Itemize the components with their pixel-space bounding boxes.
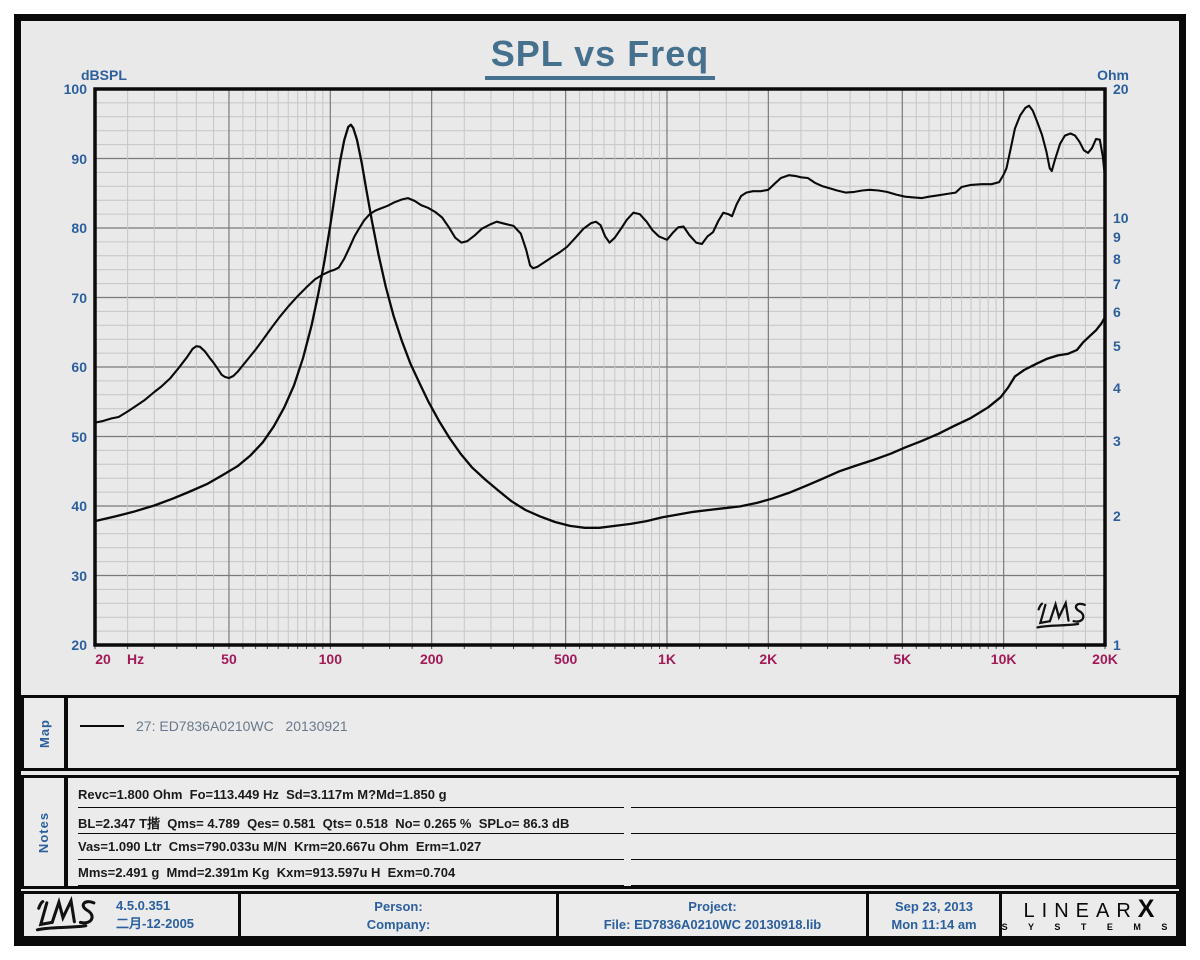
x-axis-tick-label: 50 [221,651,237,667]
left-axis-tick-label: 70 [71,289,87,306]
x-axis-hz-label: Hz [127,651,145,667]
linearx-x: X [1137,894,1155,923]
right-axis-tick-label: 3 [1113,433,1121,450]
x-axis-tick-label: 5K [893,651,912,667]
x-axis-tick-label: 2K [759,651,778,667]
footer-app-cell: 4.5.0.351 二月-12-2005 [24,894,238,936]
note-line: BL=2.347 T揩 Qms= 4.789 Qes= 0.581 Qts= 0… [78,813,624,834]
page-title: SPL vs Freq [484,33,716,80]
right-axis-tick-label: 4 [1113,379,1121,396]
map-panel-label-cell: Map [24,698,68,768]
right-axis-tick-label: 8 [1113,251,1121,268]
note-line: Vas=1.090 Ltr Cms=790.033u M/N Krm=20.66… [78,839,624,860]
note-empty-underline [631,813,1180,834]
footer-project-cell: Project: File: ED7836A0210WC 20130918.li… [559,894,866,936]
left-axis-tick-label: 20 [71,637,87,653]
company-label: Company: [366,917,431,932]
chart-section: SPL vs Freq dBSPL Ohm Hz 100 90 80 70 60 50 40… [21,21,1179,695]
right-axis-tick-label: 7 [1113,275,1121,292]
footer-bar: 4.5.0.351 二月-12-2005 Person: Company: Pr… [21,891,1179,939]
note-line: Revc=1.800 Ohm Fo=113.449 Hz Sd=3.117m M… [78,787,624,808]
x-axis-tick-label: 200 [419,651,444,667]
report-date: Sep 23, 2013 [894,899,974,914]
file-label: File: ED7836A0210WC 20130918.lib [603,917,822,932]
legend-line-swatch [80,725,124,727]
spl-impedance-plot [93,87,1107,649]
footer-date-cell: Sep 23, 2013 Mon 11:14 am [869,894,999,936]
note-empty-underline [631,787,1180,808]
project-label: Project: [688,899,737,914]
person-label: Person: [374,899,423,914]
note-empty-underline [631,839,1180,860]
footer-brand-cell: LINEARX S Y S T E M S [1002,894,1176,936]
notes-panel-label: Notes [36,811,52,853]
notes-panel: Notes Revc=1.800 Ohm Fo=113.449 Hz Sd=3.… [21,775,1180,889]
linearx-logo: LINEARX S Y S T E M S [1002,894,1176,936]
x-axis-tick-label: 1K [658,651,676,667]
footer-person-cell: Person: Company: [241,894,556,936]
page-frame: SPL vs Freq dBSPL Ohm Hz 100 90 80 70 60 50 40… [14,14,1186,946]
left-axis-tick-label: 50 [71,428,87,445]
right-axis-tick-label: 2 [1113,508,1121,525]
right-axis-tick-label: 5 [1113,338,1121,355]
left-axis-tick-label: 80 [71,220,87,236]
app-version: 4.5.0.351 [116,898,171,913]
map-panel: Map 27: ED7836A0210WC 20130921 [21,695,1179,771]
impedance-curve [93,123,1107,529]
left-axis-tick-label: 40 [71,498,87,514]
right-axis-tick-label: 20 [1113,81,1129,97]
right-axis-tick-label: 6 [1113,304,1121,321]
right-axis-tick-label: 1 [1113,637,1121,653]
left-axis-tick-label: 100 [63,81,87,97]
note-line: Mms=2.491 g Mmd=2.391m Kg Kxm=913.597u H… [78,865,624,886]
note-empty-underline [631,865,1180,886]
left-axis-unit-label: dBSPL [81,67,127,83]
spl-curve [93,104,1107,424]
left-axis-tick-label: 30 [71,567,87,584]
page-title-wrap: SPL vs Freq [21,33,1179,80]
x-axis-tick-label: 10K [990,651,1017,667]
right-axis-unit-label: Ohm [1097,67,1129,83]
map-panel-label: Map [36,718,52,748]
linearx-systems: S Y S T E M S [1002,921,1176,932]
x-axis-tick-label: 20K [1092,651,1118,667]
legend-text: 27: ED7836A0210WC 20130921 [136,718,348,734]
legend-item: 27: ED7836A0210WC 20130921 [80,718,348,734]
lms-plot-logo [1036,599,1086,629]
linearx-wordmark: LINEAR [1023,899,1138,922]
notes-panel-label-cell: Notes [24,778,68,886]
lms-footer-logo [35,895,96,932]
x-axis-tick-label: 500 [553,651,578,667]
right-axis-tick-label: 10 [1113,209,1129,226]
app-version-date: 二月-12-2005 [116,916,195,931]
x-axis-tick-label: 100 [318,651,342,667]
x-axis-tick-label: 20 [95,651,111,667]
right-axis-tick-label: 9 [1113,229,1121,246]
left-axis-tick-label: 60 [71,359,87,375]
left-axis-tick-label: 90 [71,150,87,167]
report-time: Mon 11:14 am [891,917,977,932]
